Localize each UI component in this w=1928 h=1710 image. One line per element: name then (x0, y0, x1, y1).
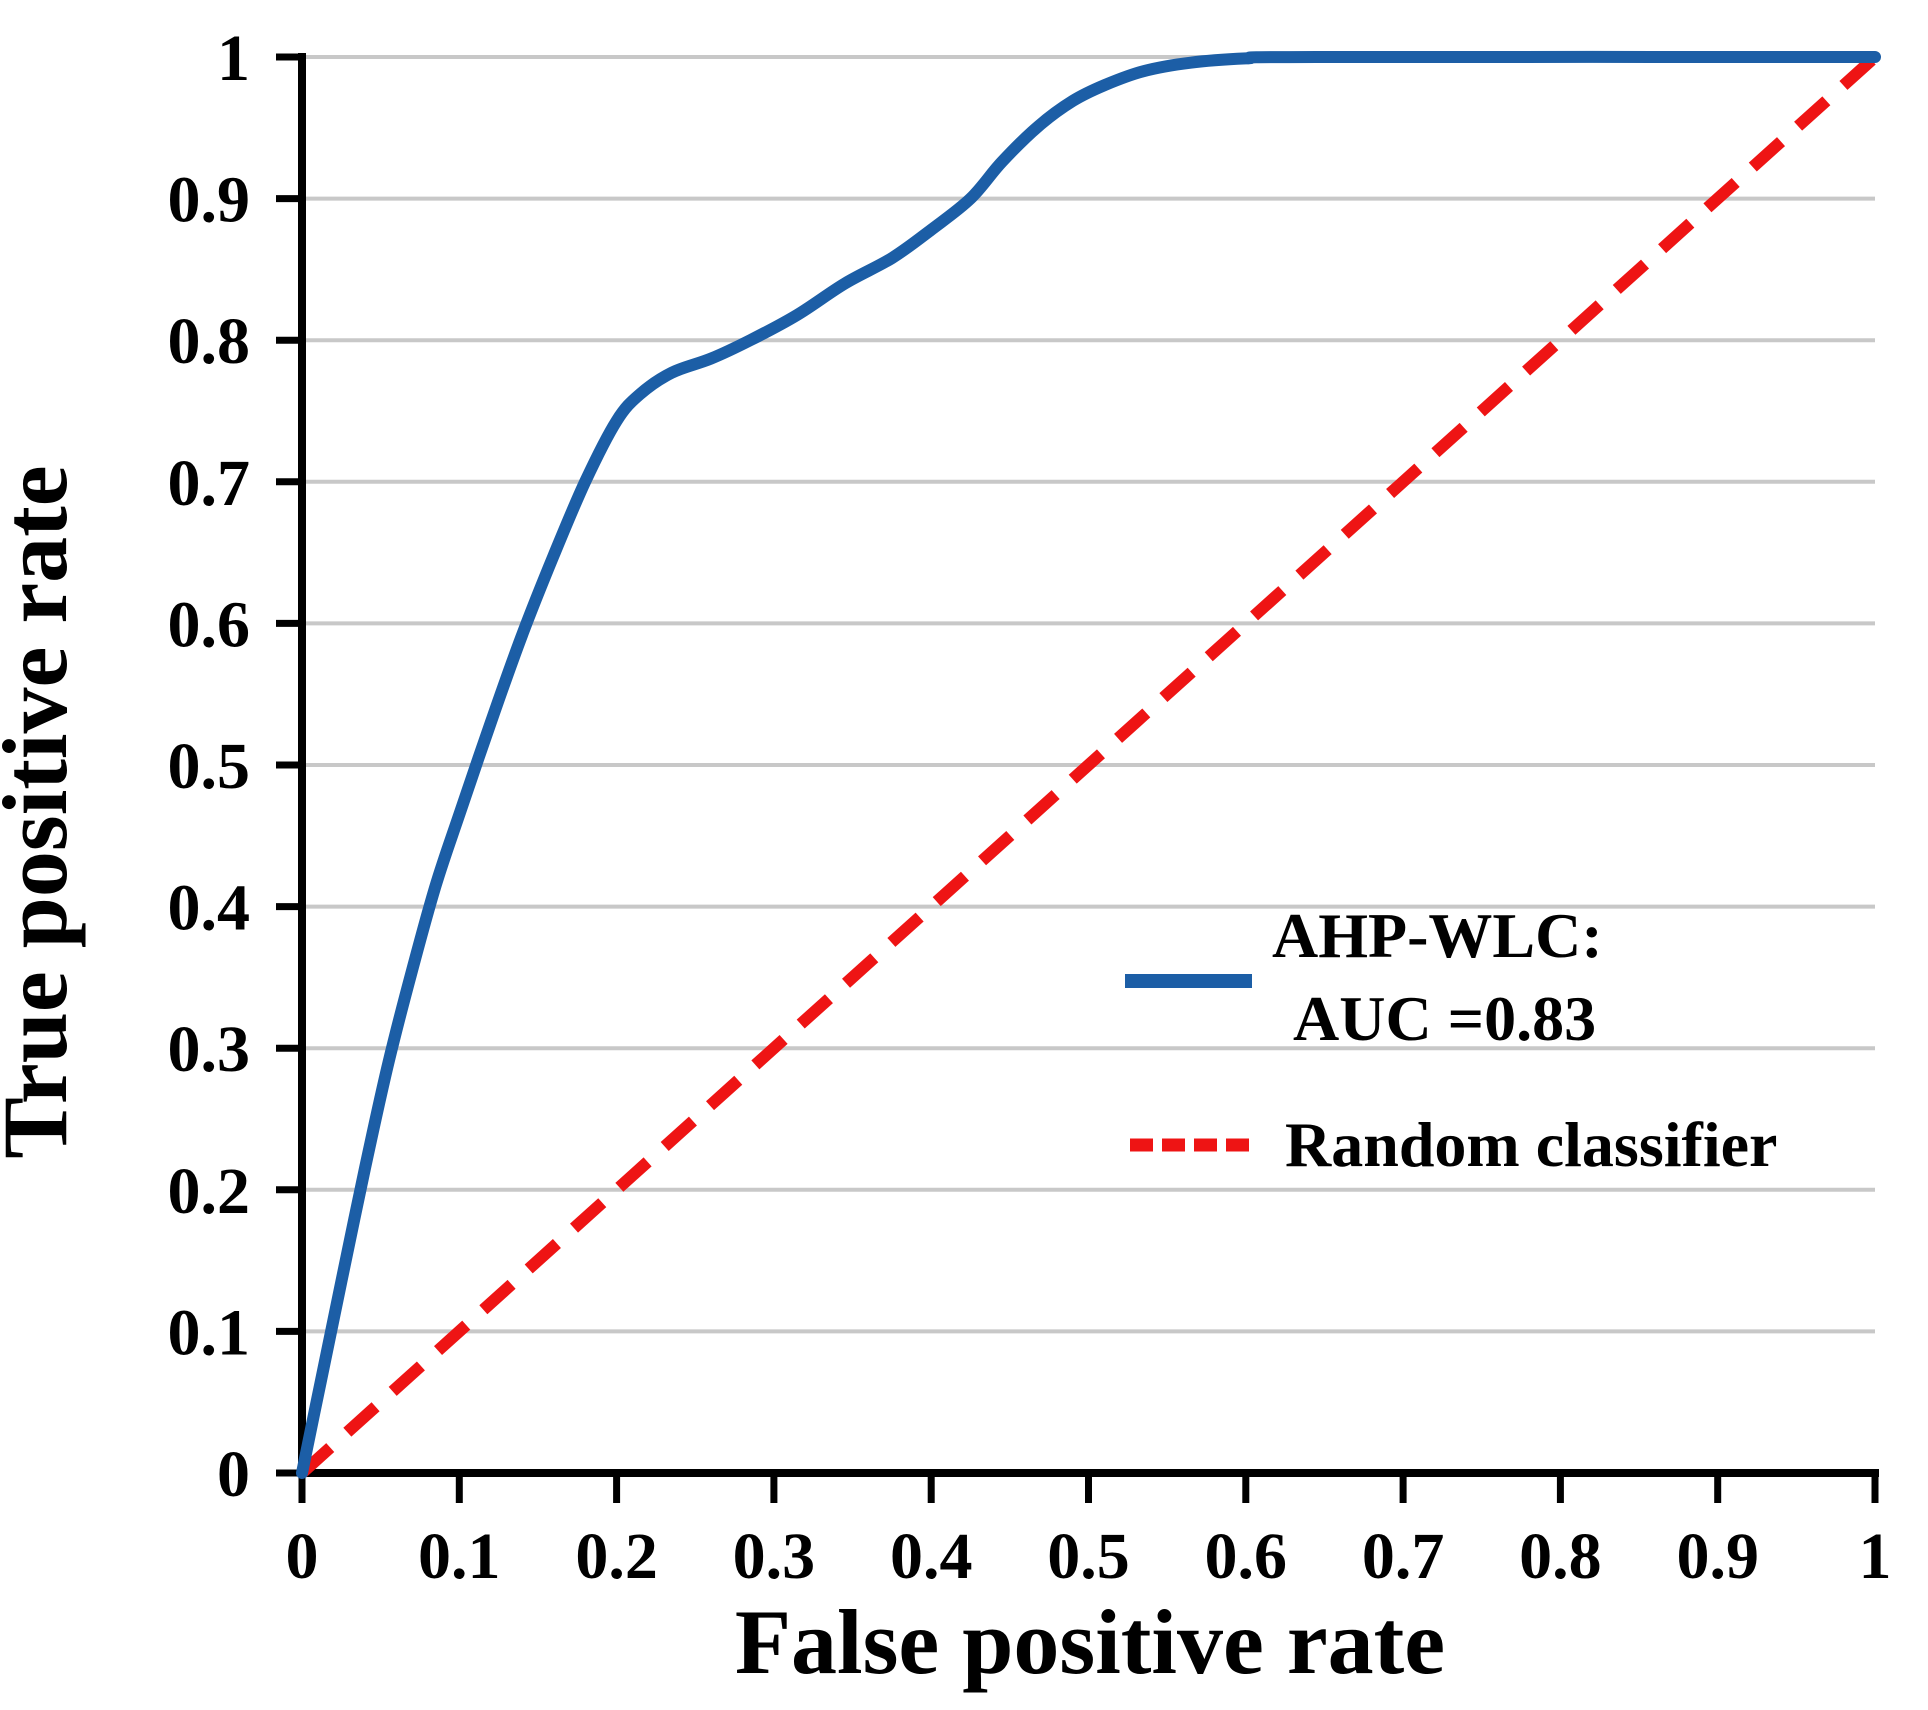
x-tick-label: 1 (1859, 1520, 1892, 1593)
legend-auc-label: AUC =0.83 (1293, 983, 1596, 1054)
x-tick-label: 0.7 (1362, 1520, 1445, 1593)
y-tick-label: 0.9 (168, 164, 251, 237)
y-tick-label: 1 (217, 22, 250, 95)
x-tick-label: 0.4 (890, 1520, 973, 1593)
y-tick-label: 0.6 (168, 588, 251, 661)
y-tick-label: 0.1 (168, 1296, 251, 1369)
x-axis-ticks (298, 1473, 1879, 1503)
legend: AHP-WLC: AUC =0.83 Random classifier (1125, 900, 1777, 1180)
y-tick-label: 0.2 (168, 1155, 251, 1228)
random-classifier-line (297, 52, 1880, 1478)
y-tick-label: 0.8 (168, 305, 251, 378)
y-tick-label: 0.4 (168, 872, 251, 945)
x-tick-label: 0.5 (1047, 1520, 1130, 1593)
x-tick-label: 0.8 (1519, 1520, 1602, 1593)
x-tick-label: 0.1 (418, 1520, 501, 1593)
axes (276, 53, 1879, 1503)
x-axis-tick-labels: 0 0.1 0.2 0.3 0.4 0.5 0.6 0.7 0.8 0.9 1 (286, 1520, 1892, 1593)
y-axis-title: True positive rate (0, 465, 86, 1158)
x-tick-label: 0.6 (1205, 1520, 1288, 1593)
roc-curve-line (296, 50, 1881, 1479)
y-tick-label: 0.5 (168, 730, 251, 803)
legend-random-classifier-label: Random classifier (1285, 1109, 1777, 1180)
x-tick-label: 0.3 (733, 1520, 816, 1593)
x-tick-label: 0.2 (575, 1520, 658, 1593)
y-tick-label: 0.3 (168, 1013, 251, 1086)
x-axis-title: False positive rate (735, 1591, 1445, 1693)
y-tick-label: 0 (217, 1438, 250, 1511)
legend-ahp-wlc-label: AHP-WLC: (1272, 900, 1603, 971)
x-tick-label: 0 (286, 1520, 319, 1593)
y-tick-label: 0.7 (168, 447, 251, 520)
y-axis-tick-labels: 0 0.1 0.2 0.3 0.4 0.5 0.6 0.7 0.8 0.9 1 (168, 22, 251, 1511)
x-tick-label: 0.9 (1676, 1520, 1759, 1593)
